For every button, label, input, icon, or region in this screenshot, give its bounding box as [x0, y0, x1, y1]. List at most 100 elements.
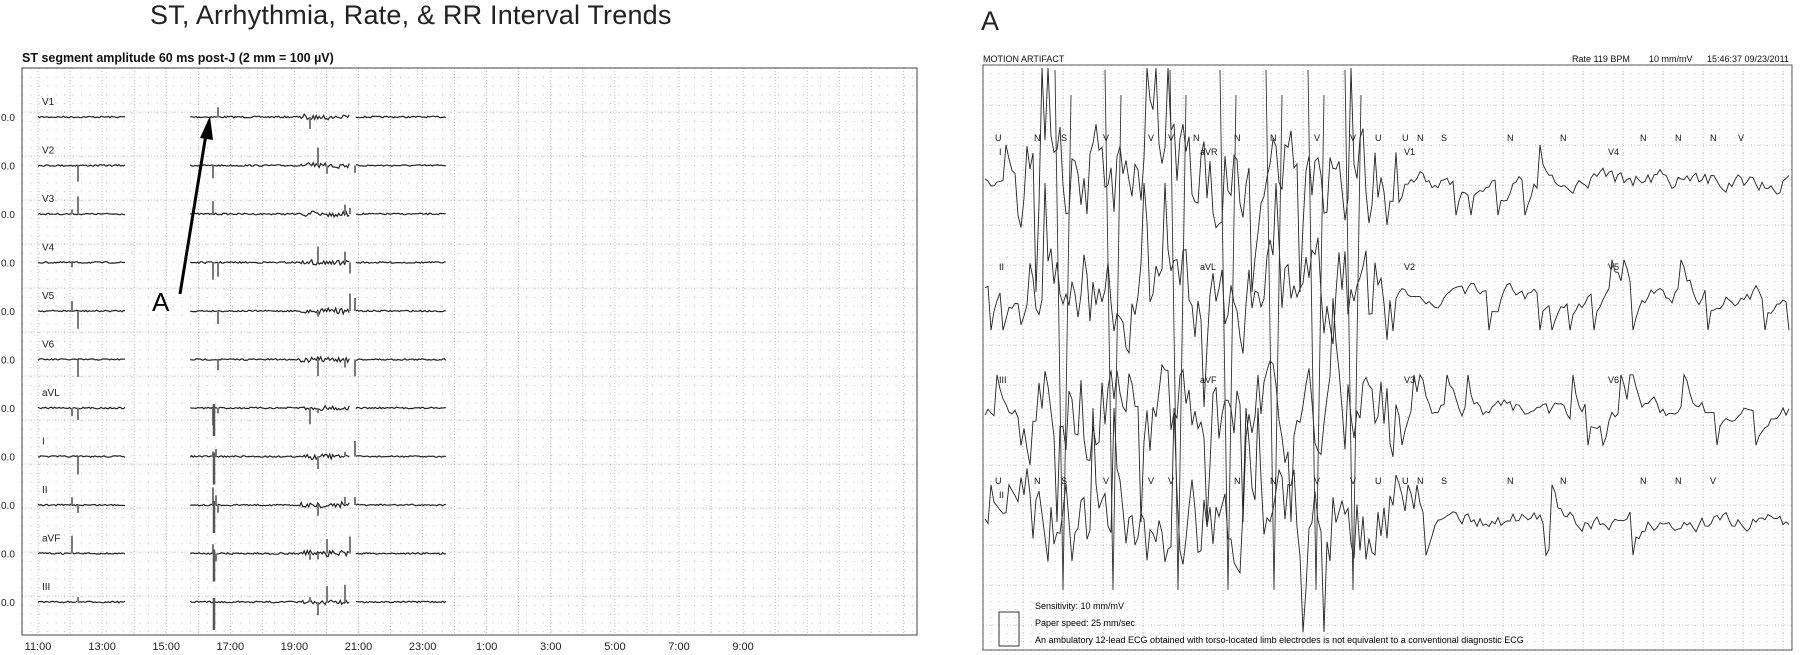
st-lead-label: I	[42, 437, 45, 448]
ecg-beat-label: V	[1103, 133, 1109, 143]
ecg-header-timestamp: 15:46:37 09/23/2011	[1707, 54, 1789, 64]
st-trend-line	[190, 355, 350, 364]
st-chart-subtitle: ST segment amplitude 60 ms post-J (2 mm …	[22, 51, 334, 65]
st-grid	[22, 68, 917, 635]
st-x-tick-label: 21:00	[345, 641, 373, 653]
st-x-tick-label: 17:00	[217, 641, 245, 653]
ecg-beat-label: U	[995, 476, 1002, 486]
ecg-beat-label: N	[1560, 476, 1567, 486]
ecg-lead-label: aVF	[1200, 375, 1217, 385]
ecg-lead-label: II	[999, 262, 1004, 272]
ecg-beat-label: V	[1168, 476, 1174, 486]
st-x-tick-label: 7:00	[668, 641, 689, 653]
st-zero-label: 0.0	[1, 550, 15, 561]
ecg-lead-label: V2	[1404, 262, 1415, 272]
st-zero-label: 0.0	[1, 501, 15, 512]
st-zero-label: 0.0	[1, 404, 15, 415]
st-trend-line	[37, 115, 126, 119]
ecg-lead-label: V5	[1608, 262, 1619, 272]
ecg-beat-label: S	[1061, 476, 1067, 486]
st-trend-line	[37, 261, 125, 264]
st-lead-label: V2	[42, 146, 55, 157]
ecg-beat-label: N	[1034, 476, 1041, 486]
st-x-tick-label: 13:00	[88, 641, 116, 653]
st-traces	[37, 107, 447, 630]
st-x-tick-label: 23:00	[409, 641, 437, 653]
ecg-artifact-swing	[1307, 69, 1325, 591]
st-zero-label: 0.0	[1, 162, 15, 173]
ecg-artifact-swing	[1265, 69, 1283, 591]
ecg-lead-label: aVL	[1200, 262, 1216, 272]
st-x-tick-label: 3:00	[540, 641, 561, 653]
ecg-beat-label: U	[1375, 476, 1382, 486]
ecg-beat-label: N	[1417, 133, 1424, 143]
ecg-artifact-swing	[1169, 69, 1187, 591]
annotation-arrow-head	[200, 116, 213, 140]
st-trend-line	[37, 406, 126, 410]
ecg-beat-label: N	[1034, 133, 1041, 143]
ecg-beat-label: N	[1507, 476, 1514, 486]
st-trend-line	[37, 212, 126, 216]
ecg-artifact-swing	[1054, 69, 1072, 591]
ecg-beat-label: N	[1640, 476, 1647, 486]
ecg-beat-label: S	[1441, 476, 1447, 486]
st-x-tick-label: 19:00	[281, 641, 309, 653]
st-trend-line	[37, 163, 126, 167]
st-grid-dots	[22, 68, 917, 635]
st-labels: 0.0 V1 0.0 V2 0.0 V3 0.0 V4 0.0 V5 0.0 V6 0.0 aVL 0.0 I…	[1, 97, 60, 609]
footer-sensitivity: Sensitivity: 10 mm/mV	[1035, 601, 1124, 611]
st-trend-line	[37, 309, 126, 313]
ecg-artifact-swing	[1344, 69, 1362, 591]
ecg-lead-label: V1	[1404, 147, 1415, 157]
st-trend-line	[355, 551, 446, 555]
ecg-beat-label: N	[1675, 476, 1682, 486]
st-trend-line	[189, 161, 350, 170]
st-trend-line	[190, 258, 350, 267]
st-trend-line	[355, 455, 446, 459]
ecg-beat-label: U	[995, 133, 1002, 143]
st-lead-label: V5	[42, 291, 55, 302]
ecg-beat-label: N	[1234, 476, 1241, 486]
ecg-header-rate: Rate 119 BPM	[1572, 54, 1630, 64]
page-title: ST, Arrhythmia, Rate, & RR Interval Tren…	[150, 0, 672, 30]
st-trend-line	[37, 551, 126, 555]
st-trend-line	[190, 306, 350, 316]
footer-paper-speed: Paper speed: 25 mm/sec	[1035, 618, 1136, 628]
ecg-beat-label: N	[1193, 133, 1200, 143]
ecg-rhythm-lead-label: II	[999, 490, 1004, 500]
st-lead-label: V3	[42, 194, 55, 205]
ecg-artifact-swing	[1104, 69, 1122, 591]
ecg-beat-label: N	[1507, 133, 1514, 143]
st-x-tick-label: 11:00	[25, 641, 52, 653]
ecg-lead-label: V6	[1608, 375, 1619, 385]
st-trend-chart: 0.0 V1 0.0 V2 0.0 V3 0.0 V4 0.0 V5 0.0 V6 0.0 aVL 0.0 I…	[1, 67, 918, 653]
st-trend-line	[355, 600, 447, 604]
st-trend-line	[355, 358, 447, 361]
ecg-beat-label: N	[1234, 133, 1241, 143]
ecg-beat-label: V	[1350, 133, 1356, 143]
st-zero-label: 0.0	[1, 210, 15, 221]
ecg-lead-label: I	[999, 147, 1002, 157]
st-zero-label: 0.0	[1, 453, 15, 464]
ecg-beat-label: N	[1675, 133, 1682, 143]
ecg-header-left: MOTION ARTIFACT	[983, 54, 1065, 64]
st-x-tick-label: 9:00	[732, 641, 753, 653]
ecg-trace	[984, 182, 1790, 408]
st-trend-line	[189, 597, 350, 606]
ecg-lead-label: III	[999, 375, 1007, 385]
st-x-tick-label: 5:00	[604, 641, 625, 653]
st-lead-label: V4	[42, 243, 55, 254]
ecg-beat-label: V	[1148, 476, 1154, 486]
st-trend-line	[190, 404, 350, 412]
st-x-tick-label: 15:00	[152, 641, 180, 653]
st-trend-line	[355, 164, 446, 167]
st-lead-label: V6	[42, 340, 55, 351]
ecg-beat-label: N	[1640, 133, 1647, 143]
ecg-beat-label: N	[1417, 476, 1424, 486]
ecg-beat-label: V	[1710, 476, 1716, 486]
st-trend-line	[37, 600, 126, 604]
ecg-beat-label: V	[1738, 133, 1744, 143]
ecg-header-gain: 10 mm/mV	[1649, 54, 1693, 64]
